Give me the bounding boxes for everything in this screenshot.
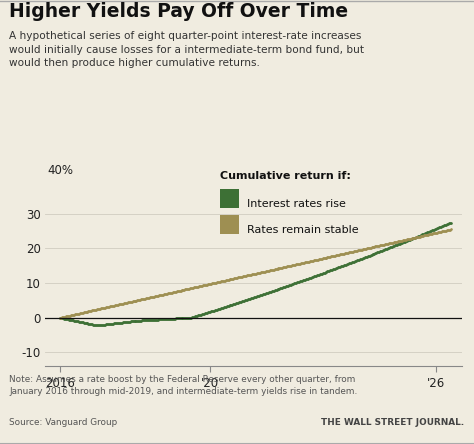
FancyBboxPatch shape: [220, 215, 239, 234]
Text: Rates remain stable: Rates remain stable: [247, 225, 359, 235]
Text: Interest rates rise: Interest rates rise: [247, 199, 346, 209]
FancyBboxPatch shape: [220, 190, 239, 208]
Text: Source: Vanguard Group: Source: Vanguard Group: [9, 418, 118, 427]
Text: Cumulative return if:: Cumulative return if:: [220, 170, 351, 181]
Text: THE WALL STREET JOURNAL.: THE WALL STREET JOURNAL.: [321, 418, 465, 427]
Text: Note: Assumes a rate boost by the Federal Reserve every other quarter, from
Janu: Note: Assumes a rate boost by the Federa…: [9, 375, 358, 396]
Text: Higher Yields Pay Off Over Time: Higher Yields Pay Off Over Time: [9, 2, 348, 21]
Text: 40%: 40%: [47, 164, 73, 178]
Text: A hypothetical series of eight quarter-point interest-rate increases
would initi: A hypothetical series of eight quarter-p…: [9, 31, 365, 68]
